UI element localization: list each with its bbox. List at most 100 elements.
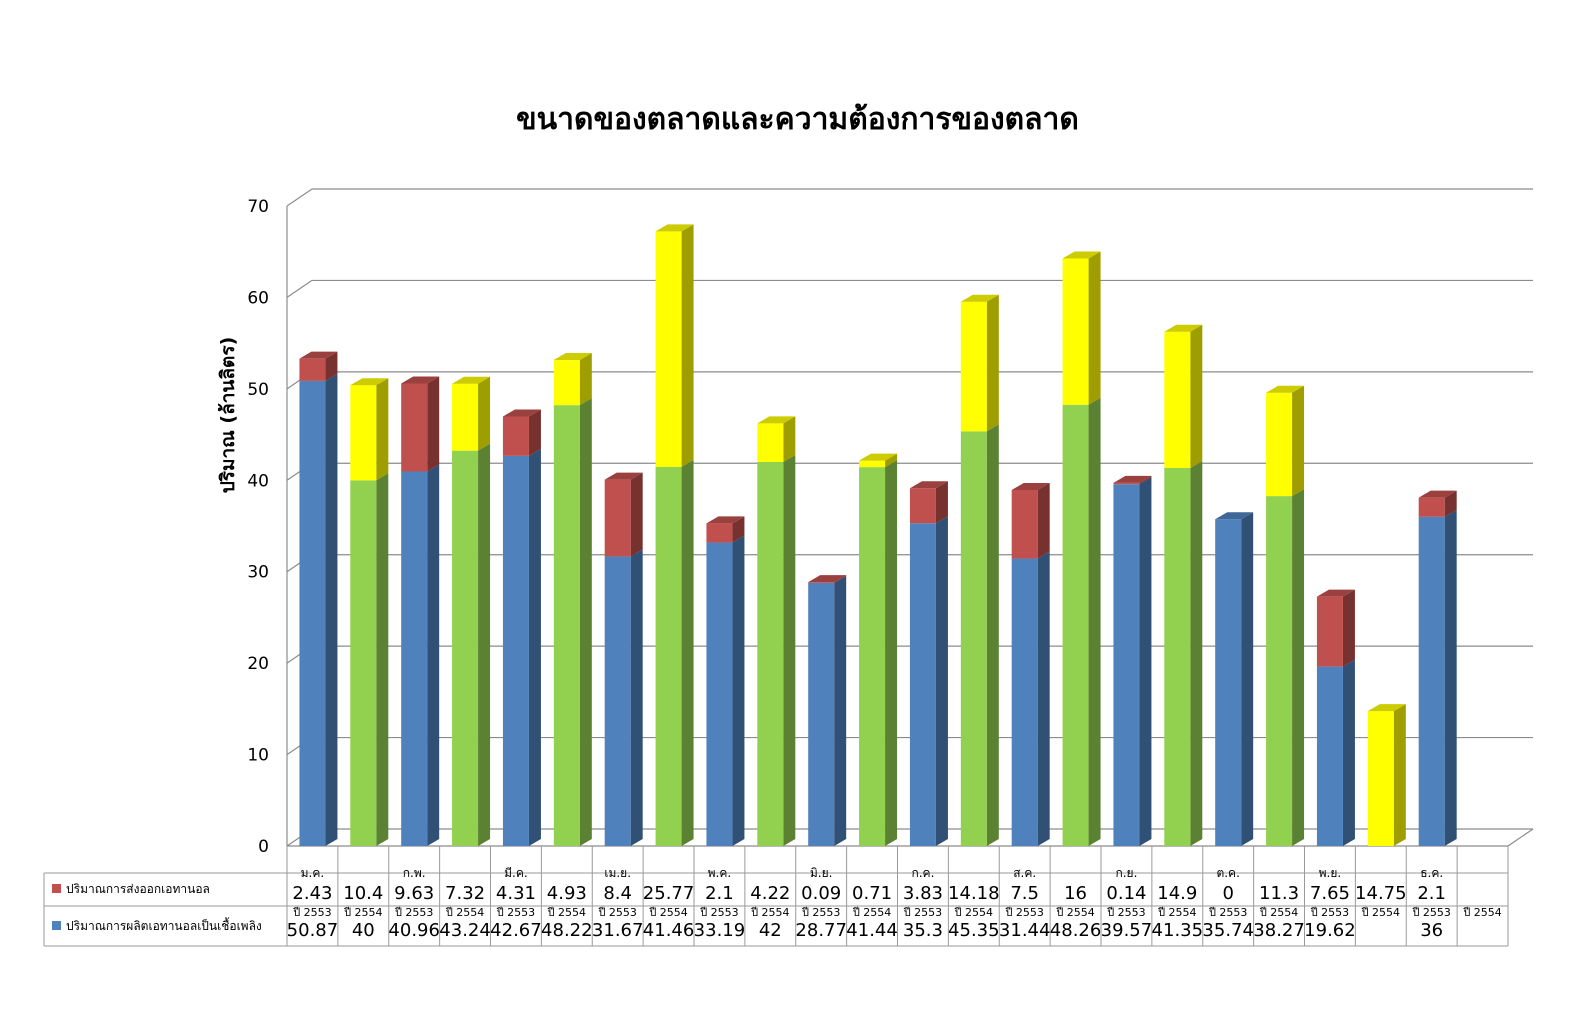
bar-production-side xyxy=(1139,477,1152,846)
bar-top xyxy=(909,481,948,489)
bar-export xyxy=(1011,489,1038,559)
bar-export xyxy=(604,479,631,557)
bar-export-side xyxy=(1444,490,1457,517)
bar-export xyxy=(502,416,529,456)
bar-export-side xyxy=(1393,704,1406,846)
year-label: ปี 2554 xyxy=(953,906,993,919)
year-label: ปี 2553 xyxy=(903,906,943,919)
bar-production-side xyxy=(935,516,948,846)
table-value-production: 42.67 xyxy=(490,920,542,941)
bar-export-side xyxy=(1292,385,1305,497)
bar-top xyxy=(604,472,643,480)
year-label: ปี 2554 xyxy=(1055,906,1095,919)
table-value-production: 40 xyxy=(352,920,375,941)
year-label: ปี 2553 xyxy=(1310,906,1350,919)
month-label: เม.ย. xyxy=(604,866,631,880)
bar-top xyxy=(401,376,440,384)
table-value-production: 41.44 xyxy=(846,920,898,941)
bar-production-side xyxy=(1088,397,1101,846)
bar-production xyxy=(808,582,835,846)
year-label: ปี 2554 xyxy=(1259,906,1299,919)
bar-production xyxy=(1113,484,1140,846)
bar-export xyxy=(757,423,784,462)
month-label: ก.ค. xyxy=(911,866,934,880)
y-tick-label: 50 xyxy=(247,380,269,400)
bar-export xyxy=(1266,392,1293,497)
year-label: ปี 2554 xyxy=(648,906,688,919)
bar-production xyxy=(706,542,733,846)
bar-production xyxy=(299,380,326,846)
x-axis-depth xyxy=(1507,828,1534,847)
month-label: ก.ย. xyxy=(1115,866,1137,880)
bar-production-side xyxy=(681,459,694,846)
bar-export-side xyxy=(783,416,796,462)
bar-production xyxy=(655,466,682,846)
chart-title: ขนาดของตลาดและความต้องการของตลาด xyxy=(516,102,1079,137)
bar-top xyxy=(1011,482,1050,490)
month-label: มิ.ย. xyxy=(810,866,833,880)
table-value-production: 39.57 xyxy=(1101,920,1153,941)
table-value-production: 38.27 xyxy=(1253,920,1305,941)
bar-top xyxy=(859,453,898,461)
bar-production-side xyxy=(732,535,745,846)
bar-top xyxy=(808,575,847,583)
y-tick-label: 20 xyxy=(247,654,269,674)
bar-export-side xyxy=(528,409,541,456)
bar-export xyxy=(350,385,377,481)
table-value-production: 48.22 xyxy=(541,920,593,941)
bar-production-side xyxy=(783,455,796,846)
year-label: ปี 2553 xyxy=(1411,906,1451,919)
bar-export xyxy=(808,582,835,583)
bar-top xyxy=(757,416,796,424)
bar-production-side xyxy=(478,443,491,846)
year-label: ปี 2553 xyxy=(394,906,434,919)
bar-top xyxy=(1113,475,1152,483)
bar-production xyxy=(960,431,987,846)
table-value-production: 36 xyxy=(1420,920,1443,941)
bar-production xyxy=(909,523,936,846)
table-value-export: 16 xyxy=(1064,883,1087,904)
y-tick-label: 70 xyxy=(247,197,269,217)
table-value-export: 4.31 xyxy=(496,883,536,904)
month-label: ม.ค. xyxy=(301,866,325,880)
bar-top xyxy=(350,378,389,386)
table-value-export: 4.22 xyxy=(750,883,790,904)
y-tick-label: 10 xyxy=(247,746,269,766)
y-tick-label: 0 xyxy=(258,837,269,857)
year-label: ปี 2553 xyxy=(496,906,536,919)
table-value-export: 3.83 xyxy=(903,883,943,904)
bar-top xyxy=(1164,324,1203,332)
bar-export xyxy=(655,231,682,467)
bar-export-side xyxy=(732,516,745,543)
year-label: ปี 2553 xyxy=(292,906,332,919)
table-value-production: 40.96 xyxy=(388,920,440,941)
bar-export-side xyxy=(986,294,999,432)
bar-export xyxy=(553,360,580,406)
bar-export-side xyxy=(427,376,440,472)
table-value-export: 0 xyxy=(1222,883,1233,904)
bar-export xyxy=(1062,258,1089,405)
month-label: พ.ค. xyxy=(708,866,732,880)
y-tick-label: 40 xyxy=(247,471,269,491)
bar-export-side xyxy=(1342,589,1355,667)
table-value-export: 7.5 xyxy=(1010,883,1039,904)
bar-top xyxy=(1266,385,1305,393)
year-label: ปี 2553 xyxy=(801,906,841,919)
bar-export-side xyxy=(630,472,643,557)
table-value-export: 7.32 xyxy=(445,883,485,904)
table-value-export: 4.93 xyxy=(547,883,587,904)
bar-production xyxy=(401,471,428,846)
bar-production-side xyxy=(1037,551,1050,846)
table-value-export: 7.65 xyxy=(1310,883,1350,904)
bar-production xyxy=(1164,467,1191,846)
bar-top xyxy=(553,353,592,361)
bar-export-side xyxy=(681,224,694,467)
bar-export xyxy=(909,488,936,524)
table-value-production: 41.46 xyxy=(643,920,695,941)
bar-production xyxy=(1316,666,1343,846)
bar-export-side xyxy=(1190,324,1203,468)
bar-production-side xyxy=(630,549,643,846)
bar-top xyxy=(1367,704,1406,712)
bar-production xyxy=(604,556,631,846)
bar-production-side xyxy=(1190,460,1203,846)
